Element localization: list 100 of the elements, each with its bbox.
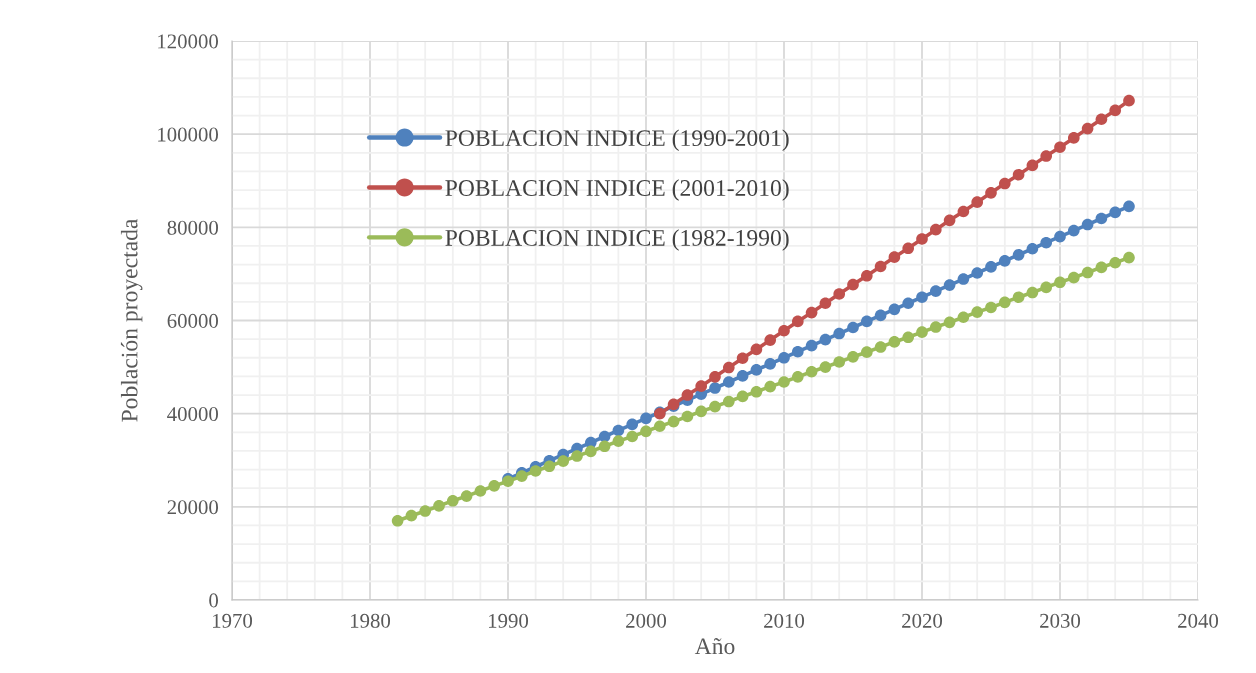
point <box>1026 242 1039 255</box>
point <box>736 370 749 382</box>
point <box>957 205 970 218</box>
point <box>902 331 915 344</box>
point <box>943 316 956 329</box>
point <box>695 405 708 418</box>
point <box>1123 94 1135 107</box>
point <box>778 324 790 337</box>
point <box>612 435 625 447</box>
point <box>557 455 570 467</box>
point <box>860 269 873 282</box>
point <box>1054 141 1066 154</box>
point <box>998 177 1011 190</box>
point <box>985 301 997 314</box>
legend-label: POBLACION INDICE (1982-1990) <box>445 229 789 251</box>
point <box>405 509 418 522</box>
point <box>943 279 956 291</box>
point <box>1067 132 1080 144</box>
point <box>929 285 942 297</box>
point <box>736 390 749 403</box>
point <box>433 500 445 512</box>
point <box>998 296 1011 309</box>
y-tick-label: 60000 <box>167 313 219 328</box>
point <box>833 356 846 368</box>
x-tick-label: 1990 <box>489 613 529 628</box>
point <box>1012 168 1025 181</box>
point <box>791 345 804 358</box>
point <box>529 465 542 477</box>
point <box>902 297 915 310</box>
point <box>888 336 901 348</box>
point <box>874 309 887 322</box>
point <box>695 380 708 392</box>
legend-label: POBLACION INDICE (2001-2010) <box>445 179 789 201</box>
point <box>819 297 832 310</box>
point <box>1026 286 1039 299</box>
point <box>1040 236 1053 249</box>
point <box>819 361 832 373</box>
point <box>1054 276 1066 289</box>
y-tick-label: 20000 <box>167 500 219 515</box>
point <box>847 321 859 334</box>
point <box>1095 113 1108 126</box>
legend-label: POBLACION INDICE (1990-2001) <box>445 129 789 151</box>
point <box>1067 271 1080 284</box>
point <box>778 376 790 388</box>
point <box>847 351 859 363</box>
point <box>1095 261 1108 274</box>
x-tick-label: 1970 <box>213 613 253 628</box>
point <box>1109 104 1122 117</box>
x-tick-label: 2000 <box>626 613 667 628</box>
point <box>750 364 763 376</box>
point <box>750 385 763 398</box>
point <box>626 418 639 431</box>
point <box>736 352 749 365</box>
point <box>874 260 887 273</box>
x-tick-label: 2010 <box>764 613 805 628</box>
point <box>847 278 859 291</box>
point <box>985 261 997 273</box>
point <box>791 315 804 328</box>
point <box>681 410 694 423</box>
point <box>957 273 970 285</box>
point <box>985 187 997 199</box>
point <box>709 400 721 413</box>
point <box>626 430 639 443</box>
point <box>860 346 873 358</box>
point <box>971 267 984 279</box>
point <box>1054 230 1066 243</box>
y-tick-label: 80000 <box>167 220 219 235</box>
point <box>805 339 818 352</box>
point <box>1095 212 1108 225</box>
point <box>722 376 735 388</box>
point <box>791 371 804 383</box>
point <box>709 382 721 394</box>
point <box>1123 251 1135 264</box>
point <box>681 389 694 401</box>
point <box>833 288 846 300</box>
point <box>1040 281 1053 294</box>
point <box>419 505 432 517</box>
point <box>764 358 777 370</box>
point <box>874 341 887 353</box>
x-tick-label: 2030 <box>1040 613 1081 628</box>
point <box>929 321 942 333</box>
point <box>543 460 556 473</box>
point <box>1081 218 1094 231</box>
point <box>957 311 970 324</box>
point <box>612 424 625 437</box>
point <box>902 242 915 255</box>
point <box>888 251 901 263</box>
point <box>916 326 928 338</box>
point <box>1040 150 1053 162</box>
point <box>860 315 873 328</box>
point <box>764 380 777 393</box>
point <box>929 223 942 236</box>
x-tick-label: 2020 <box>902 613 943 628</box>
point <box>598 440 611 453</box>
point <box>998 255 1011 267</box>
point <box>819 333 832 346</box>
point <box>971 196 984 208</box>
point <box>488 480 501 492</box>
point <box>888 303 901 316</box>
point <box>584 445 597 458</box>
